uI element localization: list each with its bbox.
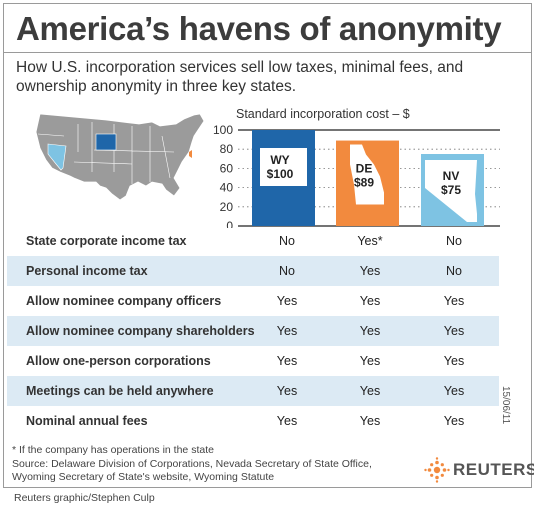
table-row: Allow nominee company shareholders Yes Yes… — [7, 316, 499, 346]
table-row: Personal income tax No Yes No — [7, 256, 499, 286]
cell-de: Yes* — [347, 226, 393, 256]
cell-nv: Yes — [434, 316, 474, 346]
reuters-logo: REUTERS — [424, 457, 530, 483]
y-tick-label: 80 — [220, 142, 234, 156]
row-label: Allow nominee company officers — [26, 286, 221, 316]
cell-nv: Yes — [434, 286, 474, 316]
graphic-credit: Reuters graphic/Stephen Culp — [14, 492, 155, 504]
cell-nv: No — [434, 226, 474, 256]
bars: WY$100 DE$89 NV$75 — [252, 130, 484, 226]
y-tick-label: 40 — [220, 181, 234, 195]
page-title: America’s havens of anonymity — [16, 10, 501, 48]
cell-de: Yes — [347, 316, 393, 346]
cell-de: Yes — [347, 376, 393, 406]
cell-de: Yes — [347, 286, 393, 316]
row-label: Meetings can be held anywhere — [26, 376, 214, 406]
chart-title: Standard incorporation cost – $ — [236, 107, 410, 121]
table-row: Nominal annual fees Yes Yes Yes — [7, 406, 499, 436]
cell-nv: Yes — [434, 346, 474, 376]
y-tick-label: 100 — [213, 123, 233, 137]
table-row: State corporate income tax No Yes* No — [7, 226, 499, 256]
table-row: Allow one-person corporations Yes Yes Yes — [7, 346, 499, 376]
table-row: Allow nominee company officers Yes Yes Yes — [7, 286, 499, 316]
subtitle: How U.S. incorporation services sell low… — [16, 58, 521, 96]
cell-wy: Yes — [267, 376, 307, 406]
cell-wy: Yes — [267, 316, 307, 346]
state-comparison-table: State corporate income tax No Yes* No Person… — [7, 226, 499, 436]
cell-nv: Yes — [434, 406, 474, 436]
cell-wy: Yes — [267, 286, 307, 316]
footnote: * If the company has operations in the s… — [12, 444, 214, 456]
title-divider — [4, 52, 531, 53]
bar-category-label: NV — [443, 169, 460, 183]
wyoming-shape — [96, 134, 116, 150]
row-label: Allow one-person corporations — [26, 346, 211, 376]
bar-value-label: $89 — [354, 176, 374, 190]
us-map — [34, 112, 210, 202]
table-row: Meetings can be held anywhere Yes Yes Yes — [7, 376, 499, 406]
cell-de: Yes — [347, 346, 393, 376]
cell-wy: Yes — [267, 346, 307, 376]
source-note: Source: Delaware Division of Corporation… — [12, 458, 412, 484]
cell-de: Yes — [347, 256, 393, 286]
row-label: Personal income tax — [26, 256, 148, 286]
row-label: State corporate income tax — [26, 226, 186, 256]
bar-value-label: $75 — [441, 183, 461, 197]
cell-de: Yes — [347, 406, 393, 436]
y-tick-label: 20 — [220, 200, 234, 214]
row-label: Allow nominee company shareholders — [26, 316, 255, 346]
reuters-logo-text: REUTERS — [453, 460, 534, 480]
cell-wy: Yes — [267, 406, 307, 436]
cell-wy: No — [267, 256, 307, 286]
y-tick-label: 60 — [220, 161, 234, 175]
datestamp: 15/06/11 — [500, 386, 511, 424]
bar-value-label: $100 — [267, 167, 294, 181]
cell-nv: No — [434, 256, 474, 286]
reuters-logo-icon — [424, 457, 450, 483]
bar-category-label: DE — [356, 162, 373, 176]
bar-category-label: WY — [270, 153, 289, 167]
row-label: Nominal annual fees — [26, 406, 148, 436]
cell-nv: Yes — [434, 376, 474, 406]
cell-wy: No — [267, 226, 307, 256]
